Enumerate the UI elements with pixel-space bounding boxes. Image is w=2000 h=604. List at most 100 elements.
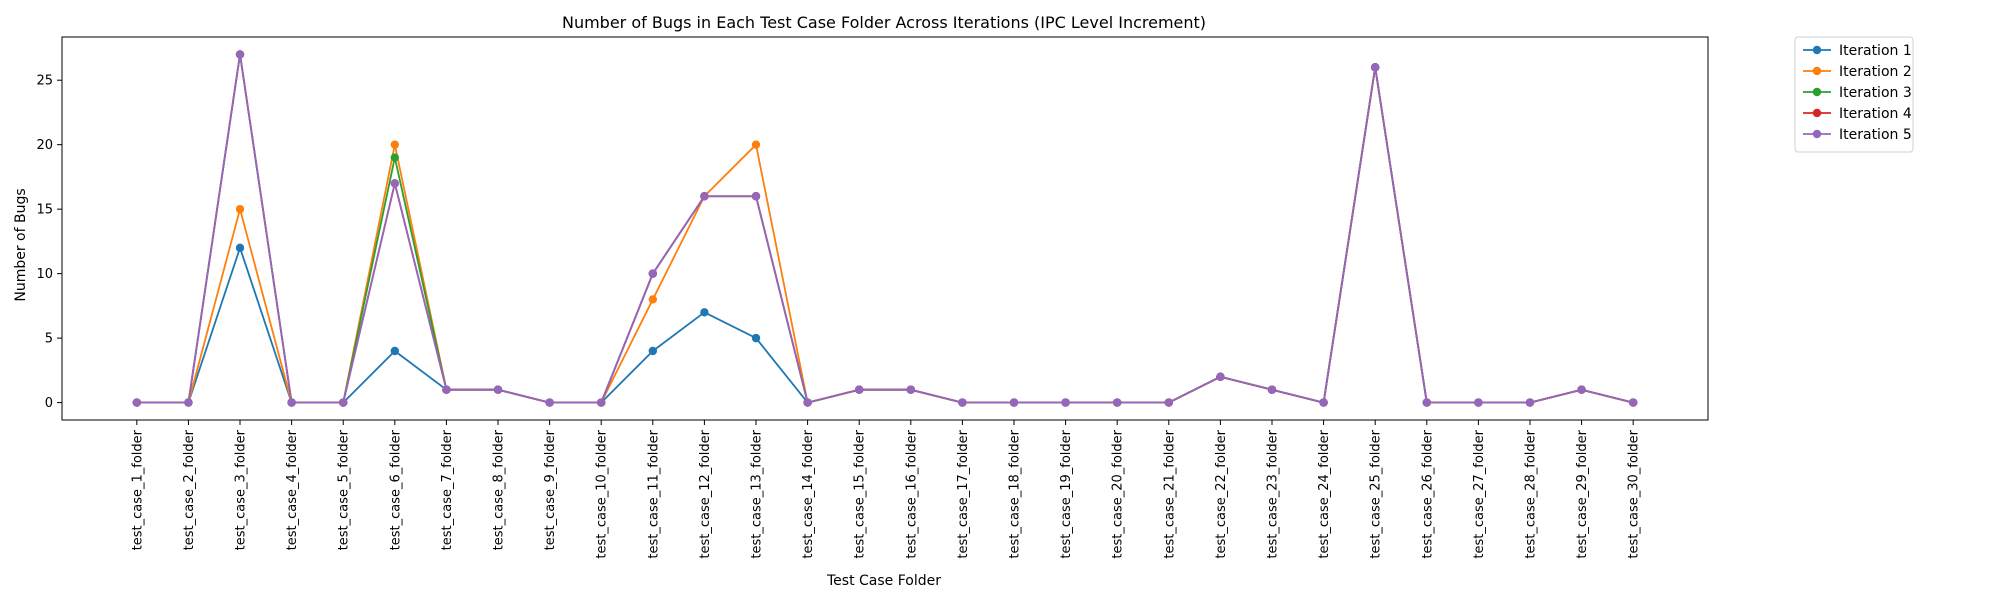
data-point	[1474, 398, 1483, 407]
x-tick-label: test_case_23_folder	[1265, 429, 1280, 558]
x-tick-label: test_case_3_folder	[234, 429, 249, 550]
data-point	[1577, 385, 1586, 394]
data-point	[1061, 398, 1070, 407]
data-point	[390, 153, 400, 162]
x-tick-label: test_case_17_folder	[956, 429, 971, 558]
data-point	[390, 346, 400, 356]
x-tick-label: test_case_12_folder	[698, 429, 713, 558]
data-point	[235, 243, 245, 253]
data-point	[906, 385, 915, 394]
series-line-2	[136, 66, 1634, 404]
data-point	[751, 192, 761, 201]
legend-label: Iteration 3	[1839, 85, 1912, 101]
data-point	[287, 398, 296, 407]
x-tick-label: test_case_13_folder	[750, 429, 765, 558]
data-point	[648, 295, 658, 304]
legend: Iteration 1 Iteration 2 Iteration 3 Iterati…	[1794, 36, 1914, 153]
series-line-5	[136, 53, 1634, 404]
series-4	[132, 50, 1638, 407]
y-tick-label: 5	[45, 332, 53, 347]
y-tick-label: 25	[36, 74, 53, 89]
legend-swatch-marker	[1812, 45, 1822, 55]
data-point	[751, 333, 761, 343]
legend-entry: Iteration 3	[1803, 85, 1912, 101]
series-line-4	[136, 53, 1634, 404]
legend-entry: Iteration 1	[1803, 43, 1912, 59]
x-tick-label: test_case_6_folder	[388, 429, 403, 550]
data-point	[1628, 398, 1638, 407]
y-tick-label: 15	[36, 203, 53, 218]
x-tick-label: test_case_19_folder	[1059, 429, 1074, 558]
x-tick-label: test_case_5_folder	[337, 429, 352, 550]
data-point	[1370, 63, 1380, 72]
legend-label: Iteration 5	[1839, 127, 1912, 143]
data-point	[390, 140, 400, 149]
legend-frame	[1794, 36, 1914, 153]
x-tick-label: test_case_20_folder	[1111, 429, 1126, 558]
x-tick-label: test_case_7_folder	[440, 429, 455, 550]
data-point	[700, 192, 709, 201]
data-point	[132, 398, 142, 407]
x-tick-label: test_case_8_folder	[492, 429, 507, 550]
series-3	[132, 50, 1638, 407]
data-point	[545, 398, 554, 407]
x-tick-label: test_case_22_folder	[1214, 429, 1229, 558]
legend-label: Iteration 2	[1839, 64, 1912, 80]
legend-swatch-marker	[1812, 129, 1822, 139]
plot-frame	[61, 36, 1709, 421]
data-point	[803, 398, 812, 407]
data-point	[493, 385, 503, 394]
x-axis-title: Test Case Folder	[826, 573, 941, 589]
data-point	[339, 398, 348, 407]
data-point	[597, 398, 606, 407]
legend-entry: Iteration 4	[1803, 106, 1912, 122]
legend-entry: Iteration 5	[1803, 127, 1912, 143]
chart-title: Number of Bugs in Each Test Case Folder …	[562, 13, 1206, 32]
x-tick-label: test_case_16_folder	[904, 429, 919, 558]
x-tick-label: test_case_10_folder	[595, 429, 610, 558]
data-point	[1319, 398, 1328, 407]
data-point	[1525, 398, 1535, 407]
series-2	[132, 63, 1638, 407]
data-point	[1267, 385, 1277, 394]
legend-entry: Iteration 2	[1803, 64, 1912, 80]
legend-label: Iteration 1	[1839, 43, 1912, 59]
data-point	[1164, 398, 1173, 407]
data-point	[235, 50, 245, 59]
series-1	[132, 63, 1638, 407]
x-tick-label: test_case_21_folder	[1162, 429, 1177, 558]
x-tick-label: test_case_24_folder	[1317, 429, 1332, 558]
legend-swatch-marker	[1812, 87, 1822, 97]
data-point	[184, 398, 193, 407]
x-tick-label: test_case_2_folder	[182, 429, 197, 550]
series-line-3	[136, 53, 1634, 404]
x-tick-label: test_case_18_folder	[1007, 429, 1022, 558]
plot-area: 0 5 10 15 20 25 test_case_1_folder test_case_2_…	[36, 36, 1709, 559]
x-tick-label: test_case_28_folder	[1523, 429, 1538, 558]
data-point	[648, 346, 658, 356]
y-axis-title: Number of Bugs	[13, 188, 29, 301]
data-point	[751, 140, 761, 149]
data-point	[855, 385, 864, 394]
x-tick-label: test_case_14_folder	[801, 429, 816, 558]
data-point	[1216, 372, 1225, 381]
data-point	[235, 204, 245, 214]
data-point	[648, 269, 658, 278]
data-point	[1112, 398, 1122, 407]
x-tick-label: test_case_27_folder	[1472, 429, 1487, 558]
data-point	[1009, 398, 1019, 407]
x-tick-label: test_case_1_folder	[130, 429, 145, 550]
x-tick-label: test_case_15_folder	[853, 429, 868, 558]
x-tick-label: test_case_4_folder	[285, 429, 300, 550]
x-tick-label: test_case_26_folder	[1420, 429, 1435, 558]
x-tick-label: test_case_11_folder	[646, 429, 661, 558]
legend-swatch-marker	[1812, 66, 1822, 76]
y-tick-label: 0	[45, 396, 53, 411]
data-point	[958, 398, 967, 407]
data-point	[1422, 398, 1431, 407]
data-point	[700, 308, 709, 317]
y-tick-label: 20	[36, 138, 53, 153]
y-tick-label: 10	[36, 267, 53, 282]
